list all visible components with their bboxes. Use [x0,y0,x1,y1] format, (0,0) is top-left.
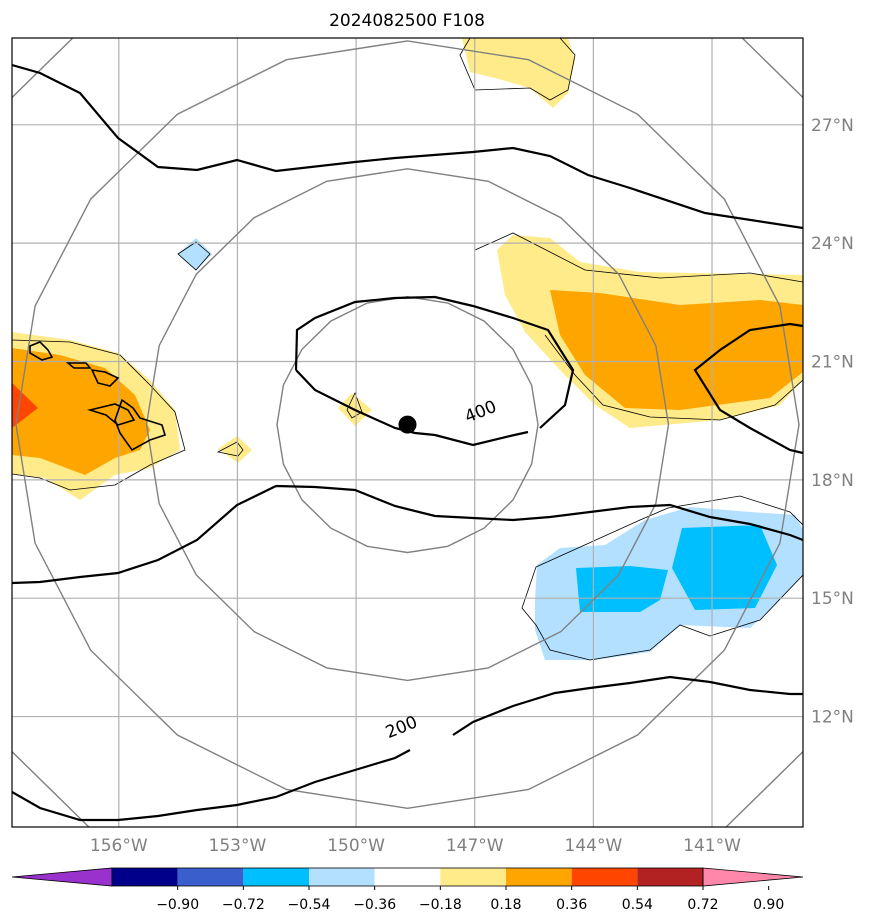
colorbar-arrow-low [11,867,113,887]
colorbar-label-8: 0.72 [687,897,718,913]
colorbar-label-3: −0.36 [353,897,396,913]
colorbar: −0.90 −0.72 −0.54 −0.36 −0.18 0.18 0.36 0.54 0.7… [11,867,804,913]
colorbar-bin-6 [506,868,572,886]
map-title: 2024082500 F108 [329,11,485,31]
colorbar-label-0: −0.90 [156,897,199,913]
colorbar-label-2: −0.54 [288,897,331,913]
contour-east-closed [693,322,803,455]
contour-north [12,63,803,230]
lat-label-4: 24°N [811,234,854,254]
geopotential-contours [12,63,803,822]
island-molokai [90,368,120,387]
lat-label-2: 18°N [811,471,854,491]
shade-yellow-small-1 [218,436,252,463]
island-oahu [65,362,92,369]
contour-label-0: 400 [462,397,500,428]
colorbar-bin-4 [374,868,441,886]
lat-label-1: 15°N [811,589,854,609]
colorbar-label-4: −0.18 [419,897,462,913]
colorbar-bin-7 [571,868,638,886]
colorbar-bin-1 [177,868,244,886]
lat-label-5: 27°N [811,116,854,136]
shade-yellow-top [462,38,575,108]
contour-south [12,484,803,585]
contour-200 [12,675,803,822]
lon-label-0: 156°W [90,836,148,856]
shade-blue-right-2 [672,525,777,610]
map-frame [11,37,804,828]
colorbar-label-5: 0.18 [490,897,521,913]
lat-label-3: 21°N [811,352,854,372]
shade-red-hawaii [12,383,38,428]
shade-blue-right-1 [576,566,668,612]
outline-small-3 [177,241,211,271]
contour-400 [294,295,575,447]
colorbar-bin-2 [243,868,309,886]
colorbar-arrow-high [702,867,804,887]
lon-label-5: 141°W [683,836,741,856]
lon-label-1: 153°W [209,836,267,856]
colorbar-label-1: −0.72 [222,897,265,913]
lon-label-4: 144°W [565,836,623,856]
outline-bottom-right [521,495,803,661]
colorbar-bin-3 [309,868,375,886]
range-ring-1 [145,168,670,682]
outline-hawaii [12,339,186,491]
storm-center-marker [398,415,417,434]
hawaiian-islands [29,341,166,452]
shade-orange-right [550,290,803,410]
outline-small-1 [216,441,244,457]
lon-label-3: 147°W [446,836,504,856]
colorbar-frame [111,867,704,887]
outline-right [474,232,803,421]
longitude-tick-labels: 156°W 153°W 150°W 147°W 144°W 141°W [90,836,741,856]
graticule [12,38,803,827]
colorbar-label-9: 0.90 [753,897,784,913]
shaded-fields [12,38,803,660]
colorbar-bin-8 [637,868,703,886]
lat-label-0: 12°N [811,708,854,728]
island-kauai [29,341,54,361]
colorbar-bin-5 [440,868,506,886]
island-lanai-maui [86,403,136,426]
latitude-tick-labels: 12°N 15°N 18°N 21°N 24°N 27°N [811,116,854,728]
colorbar-label-6: 0.36 [556,897,587,913]
range-ring-0 [276,295,539,554]
island-big-island [114,398,166,452]
colorbar-bin-0 [112,868,178,886]
range-ring-2 [15,40,800,810]
outline-top [459,38,576,101]
colorbar-label-7: 0.54 [622,897,653,913]
lon-label-2: 150°W [327,836,385,856]
